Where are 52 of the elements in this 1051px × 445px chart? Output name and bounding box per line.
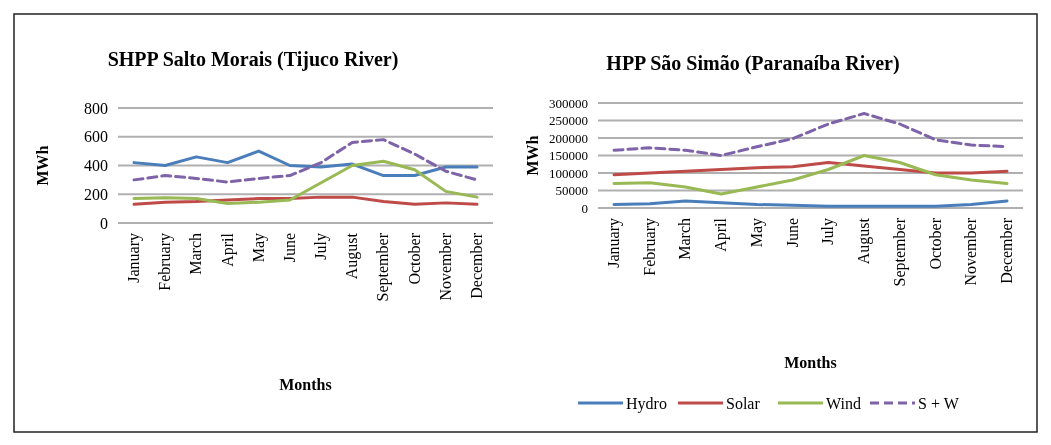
x-tick-label: April bbox=[218, 232, 237, 267]
x-tick-label: July bbox=[312, 233, 331, 260]
line-series bbox=[612, 154, 1009, 196]
y-axis-title: MWh bbox=[34, 145, 51, 186]
x-tick-label: December bbox=[468, 232, 485, 299]
x-tick-label: November bbox=[962, 217, 980, 286]
y-tick-label: 200 bbox=[84, 185, 108, 203]
x-tick-label: February bbox=[640, 218, 659, 276]
y-tick-label: 50000 bbox=[555, 183, 588, 199]
y-tick-label: 200000 bbox=[549, 130, 588, 146]
x-tick-label: May bbox=[249, 233, 268, 263]
chart-title: SHPP Salto Morais (Tijuco River) bbox=[107, 48, 399, 71]
x-tick-label: October bbox=[926, 217, 944, 270]
x-tick-label: September bbox=[374, 232, 393, 302]
y-tick-label: 400 bbox=[84, 157, 108, 175]
line-series bbox=[132, 195, 479, 206]
x-tick-label: June bbox=[783, 218, 801, 248]
x-tick-label: March bbox=[676, 218, 694, 260]
x-tick-label: November bbox=[436, 232, 454, 301]
x-tick-label: August bbox=[855, 217, 874, 265]
x-tick-label: January bbox=[605, 218, 623, 268]
x-tick-label: August bbox=[343, 232, 362, 280]
y-tick-label: 800 bbox=[84, 99, 108, 117]
y-tick-label: 0 bbox=[581, 200, 588, 216]
y-axis-title: MWh bbox=[524, 135, 541, 176]
y-tick-label: 0 bbox=[100, 214, 108, 232]
legend-label: Wind bbox=[826, 394, 861, 412]
x-tick-label: March bbox=[187, 233, 205, 275]
chart-title: HPP São Simão (Paranaíba River) bbox=[606, 52, 900, 75]
x-tick-label: April bbox=[712, 217, 731, 252]
x-tick-label: February bbox=[156, 233, 175, 291]
x-axis-title: Months bbox=[279, 376, 332, 393]
line-series bbox=[132, 149, 479, 178]
y-tick-label: 100000 bbox=[549, 165, 588, 181]
x-tick-label: December bbox=[998, 217, 1015, 284]
y-tick-label: 150000 bbox=[549, 148, 588, 164]
line-series bbox=[132, 138, 479, 184]
x-tick-label: October bbox=[405, 232, 423, 285]
legend-label: Solar bbox=[726, 394, 761, 412]
x-tick-label: September bbox=[890, 217, 909, 287]
legend-label: Hydro bbox=[626, 394, 667, 413]
legend-label: S + W bbox=[918, 394, 960, 412]
line-series bbox=[132, 159, 479, 206]
x-tick-label: May bbox=[747, 218, 766, 248]
x-tick-label: June bbox=[280, 233, 298, 263]
x-tick-label: January bbox=[125, 233, 143, 283]
x-axis-title: Months bbox=[784, 354, 837, 371]
y-tick-label: 600 bbox=[84, 128, 108, 146]
line-series bbox=[612, 161, 1009, 177]
x-tick-label: July bbox=[819, 218, 838, 245]
y-tick-label: 250000 bbox=[549, 113, 588, 129]
y-tick-label: 300000 bbox=[549, 95, 588, 111]
